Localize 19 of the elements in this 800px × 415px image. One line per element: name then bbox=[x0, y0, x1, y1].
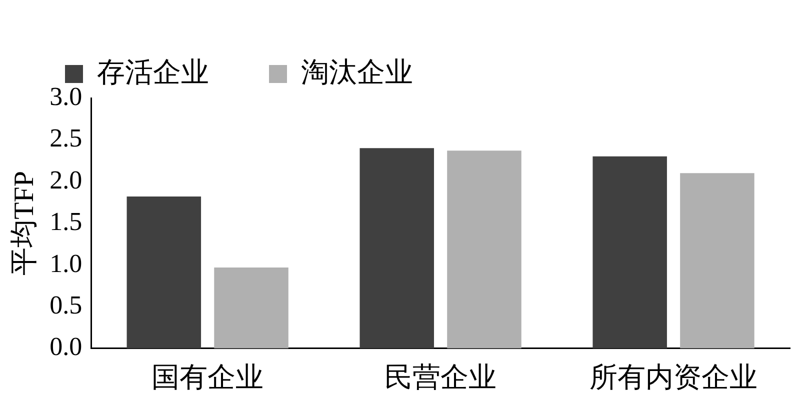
bar bbox=[360, 148, 434, 348]
x-tick-label: 国有企业 bbox=[152, 362, 264, 394]
legend-label: 存活企业 bbox=[97, 57, 209, 88]
y-axis-title: 平均TFP bbox=[9, 171, 40, 276]
y-tick-label: 2.5 bbox=[50, 124, 82, 153]
y-tick-label: 3.0 bbox=[50, 82, 82, 111]
y-tick-label: 2.0 bbox=[50, 165, 82, 194]
bar bbox=[126, 196, 202, 348]
bar bbox=[447, 150, 522, 348]
y-tick-label: 1.5 bbox=[50, 207, 82, 236]
legend-label: 淘汰企业 bbox=[301, 57, 413, 88]
y-tick-label: 0.0 bbox=[50, 332, 82, 362]
x-tick-label: 所有内资企业 bbox=[590, 362, 758, 394]
y-tick-label: 0.5 bbox=[50, 290, 82, 320]
bar bbox=[592, 156, 667, 348]
bar bbox=[214, 267, 288, 348]
bar bbox=[680, 173, 754, 348]
x-tick-label: 民营企业 bbox=[384, 362, 497, 394]
y-tick-label: 1.0 bbox=[50, 248, 82, 278]
